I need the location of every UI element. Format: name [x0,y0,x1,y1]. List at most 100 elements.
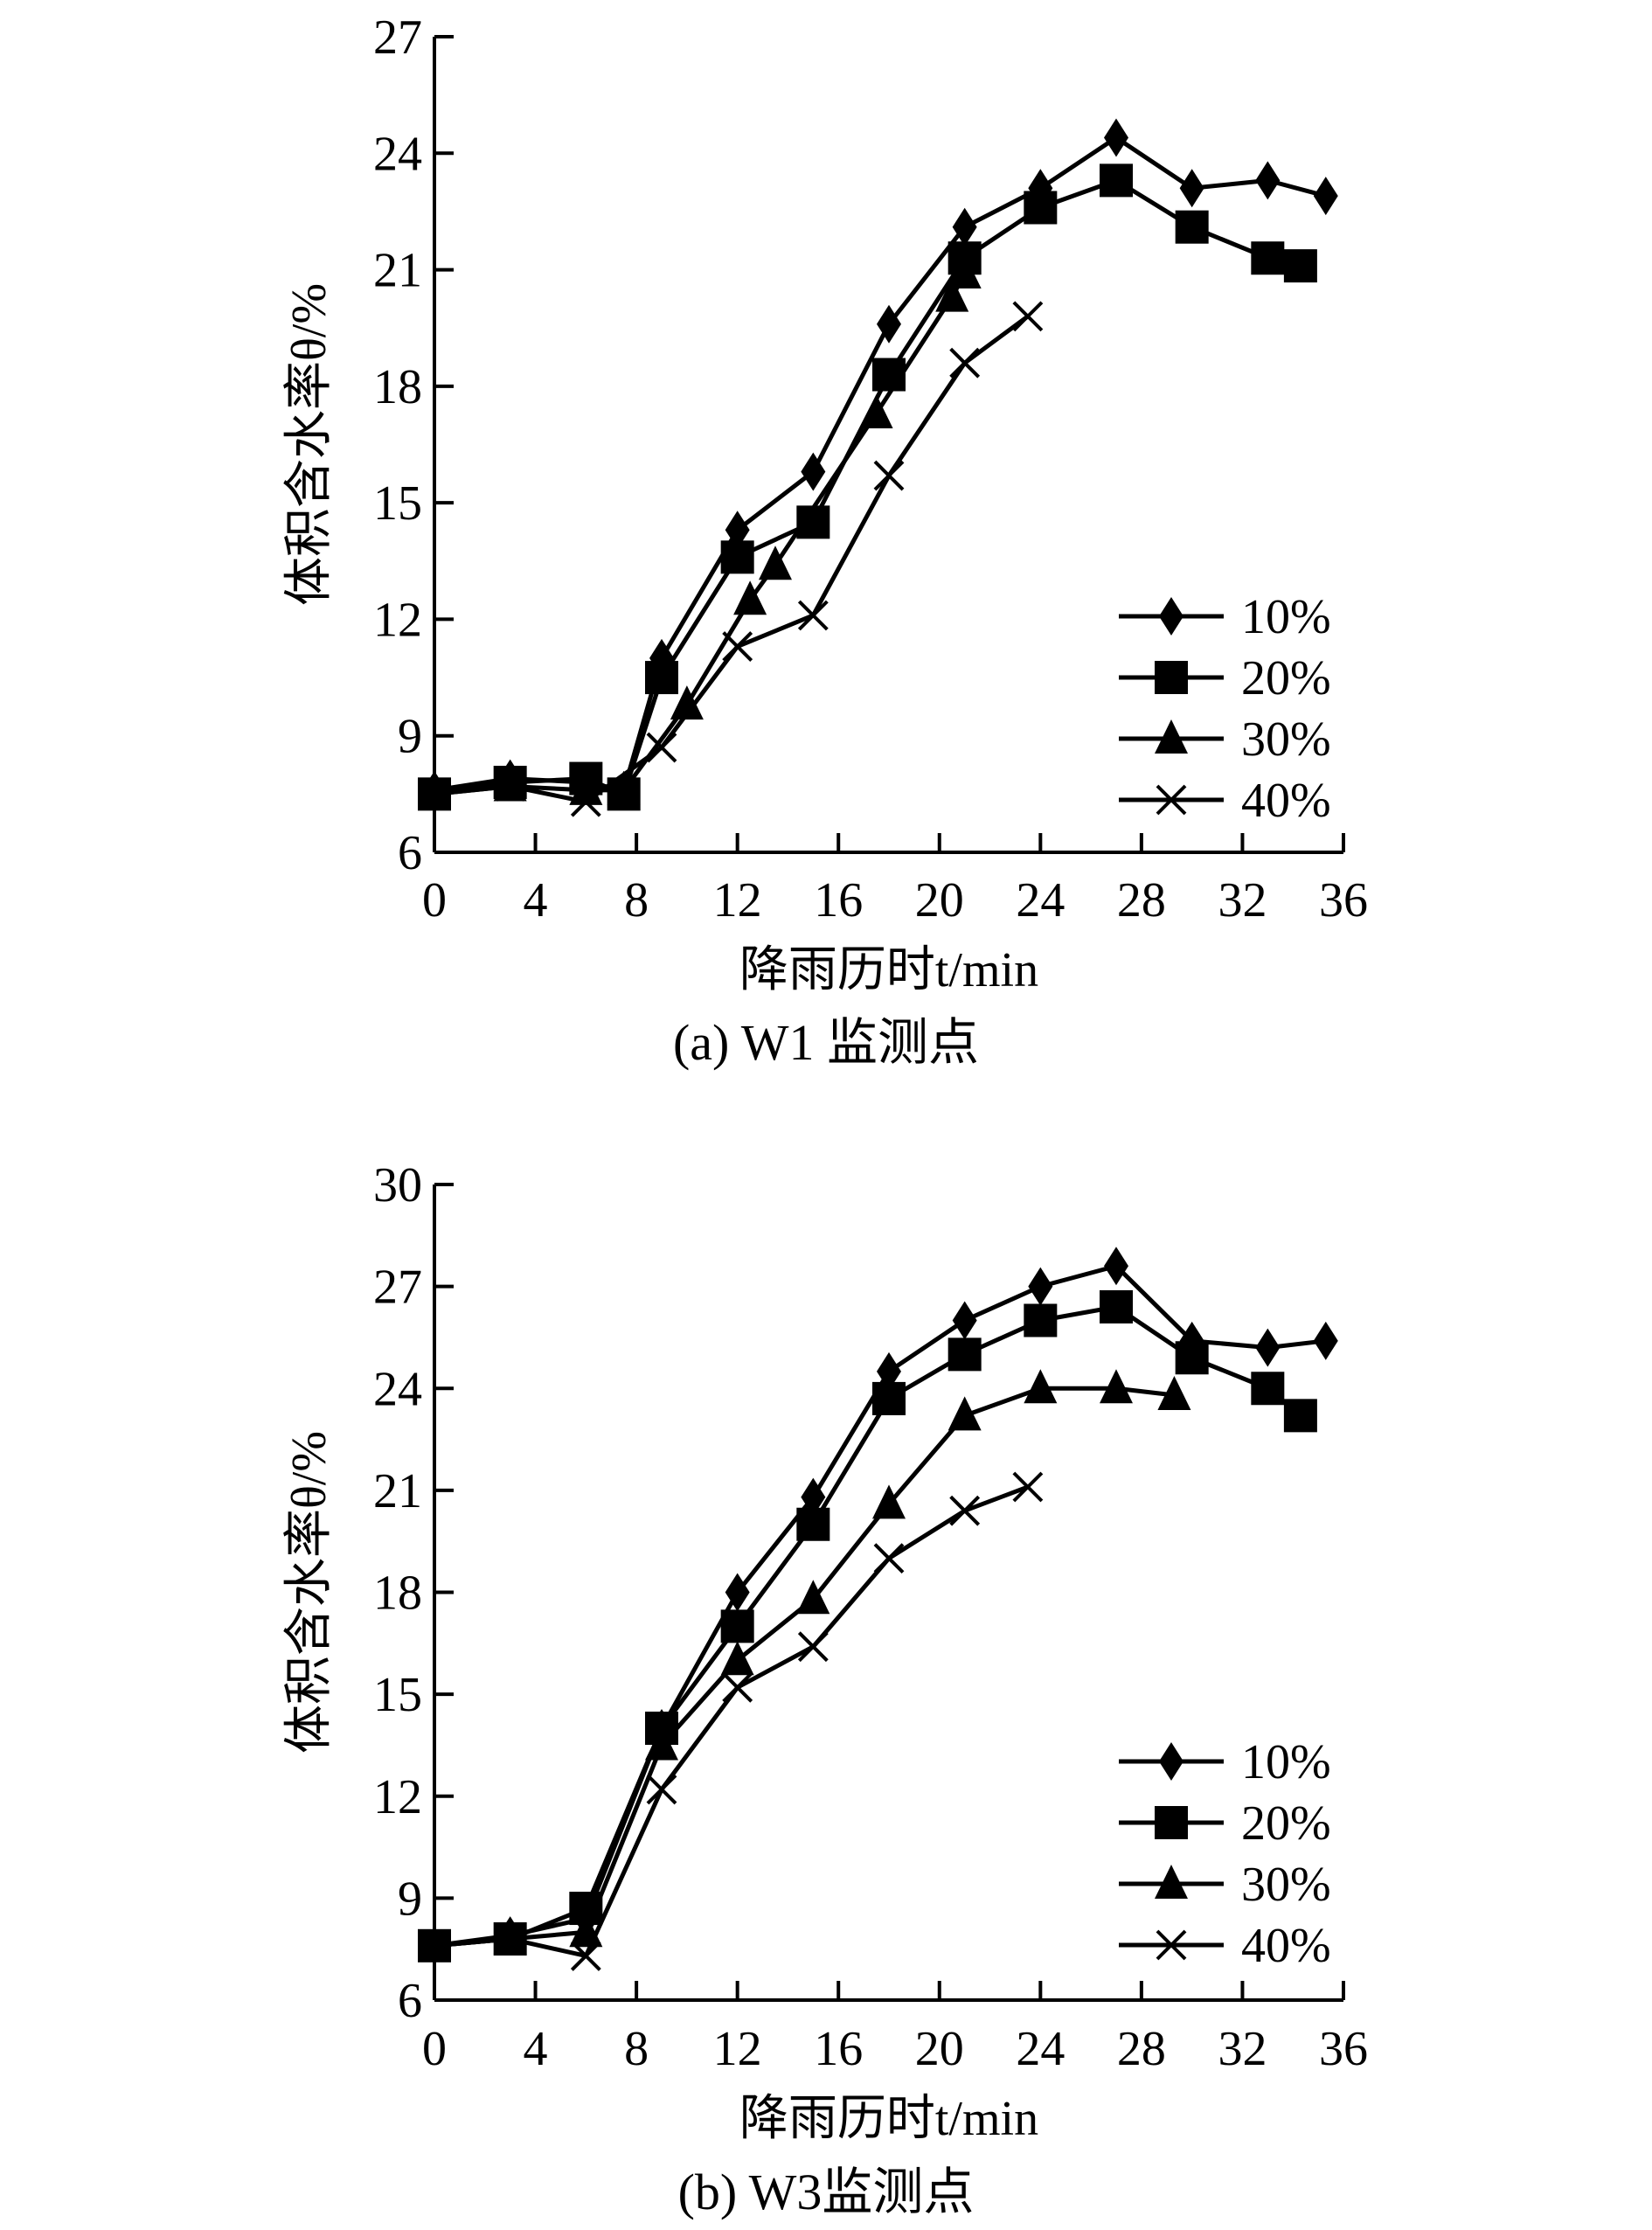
chart-2-data-point [877,1351,901,1391]
chart-1-x-tick-label: 8 [624,873,649,927]
chart-2-data-point [1255,1328,1281,1367]
chart-2-data-point [1283,1399,1317,1433]
chart-1-y-tick-label: 24 [373,127,422,181]
chart-1-data-point [801,452,826,491]
chart-1-data-point [947,254,982,289]
chart-2-data-point [725,1573,750,1612]
chart-1-data-point [1175,210,1209,244]
chart-2-legend-item: 20% [1119,1796,1331,1851]
chart-2-y-tick-label: 15 [373,1668,422,1722]
chart-1-data-point [1024,191,1058,225]
chart-1-data-point [607,770,641,805]
chart-1-data-point [570,786,601,817]
chart-1-data-point [797,600,829,631]
chart-1-data-point [733,580,767,615]
chart-1-legend-item: 20% [1119,651,1331,705]
chart-2-data-point [797,1631,829,1663]
chart-2-data-point [1024,1303,1058,1337]
chart-2-y-tick-label: 18 [373,1567,422,1621]
chart-1-data-point [873,460,905,491]
chart-2-y-tick-label: 6 [398,1974,422,2028]
chart-2-x-tick-label: 36 [1319,2022,1368,2076]
chart-2-data-point [1028,1267,1053,1306]
chart-1-data-point [1012,301,1044,332]
chart-2-x-tick-label: 16 [814,2022,863,2076]
chart-1-x-tick-label: 12 [713,873,762,927]
chart-2-data-point [801,1477,826,1517]
chart-2-x-axis-title: 降雨历时t/min [739,2092,1038,2146]
chart-1-x-tick-label: 4 [524,873,548,927]
chart-2-legend-item: 10% [1119,1735,1331,1789]
chart-2-data-point [722,1671,753,1703]
chart-2-data-point [720,1609,754,1643]
chart-2-series-30pct [418,1369,1191,1961]
chart-2-series-20pct [418,1289,1317,1963]
chart-2-legend-item: 30% [1119,1858,1331,1912]
chart-2-x-tick-label: 4 [524,2022,548,2076]
chart-1-legend-marker [1155,661,1188,694]
chart-2-legend-item: 40% [1119,1919,1331,1973]
chart-2-data-point [570,1941,601,1971]
chart-1-data-point [1283,249,1317,283]
chart-2-legend-label: 40% [1241,1919,1331,1973]
chart-2-legend-marker [1155,1865,1188,1899]
chart-2-caption: (b) W3监测点 [678,2164,975,2220]
chart-1-data-point [1179,169,1204,208]
chart-2-legend-label: 10% [1241,1735,1331,1789]
chart-2-data-point [495,1923,526,1955]
chart-1-data-point [1251,241,1285,275]
chart-1-data-point [1255,161,1281,200]
chart-1-data-point [720,540,754,574]
chart-1-legend-label: 20% [1241,651,1331,705]
chart-1-x-tick-label: 20 [915,873,964,927]
chart-1-legend-marker [1155,719,1188,754]
chart-2-data-point [645,1726,678,1761]
chart-1-data-point [645,661,678,695]
chart-1-caption: (a) W1 监测点 [673,1014,979,1071]
chart-1-y-axis-title: 体积含水率θ/% [282,283,337,606]
chart-2-data-point [872,1381,906,1415]
chart-1-data-point [935,277,969,312]
chart-1-y-tick-label: 9 [398,710,422,764]
chart-1-x-axis-title: 降雨历时t/min [739,943,1038,997]
chart-1-x-tick-label: 0 [422,873,447,927]
chart-1-y-tick-label: 6 [398,826,422,880]
chart-2-legend-marker [1156,1929,1187,1961]
chart-2-data-point [949,1495,981,1526]
chart-1-x-tick-label: 24 [1016,873,1065,927]
chart-2-data-point [1012,1471,1044,1503]
chart-1-y-tick-label: 27 [373,10,422,65]
chart-2-x-tick-label: 20 [915,2022,964,2076]
chart-1-legend-marker [1156,784,1187,816]
chart-2-x-tick-label: 24 [1016,2022,1065,2076]
chart-2-series-line [434,1386,1175,1949]
chart-2-legend-marker [1159,1742,1183,1781]
chart-1-x-tick-label: 32 [1218,873,1267,927]
chart-1-series-line [434,272,967,796]
chart-2-data-point [1157,1376,1191,1411]
chart-2-data-point [1251,1372,1285,1406]
chart-2-y-tick-label: 9 [398,1872,422,1926]
chart-2-x-tick-label: 28 [1117,2022,1166,2076]
chart-2-data-point [947,1396,982,1431]
chart-1: 6 9 12 15 18 21 24 27 0 4 8 12 16 20 24 28 32 36 降雨历时t/min… [282,10,1368,1071]
chart-1-data-point [1313,177,1338,216]
chart-1-series-20pct [418,163,1317,811]
chart-2-y-tick-label: 27 [373,1261,422,1315]
chart-2-legend-label: 30% [1241,1858,1331,1912]
chart-2-data-point [947,1337,982,1372]
chart-2-legend-marker [1155,1806,1188,1839]
chart-2-x-tick-label: 32 [1218,2022,1267,2076]
chart-1-data-point [877,304,901,344]
chart-1-legend-item: 10% [1119,590,1331,644]
chart-1-legend-item: 30% [1119,712,1331,767]
chart-1-data-point [722,631,753,662]
chart-1-data-point [1104,118,1128,157]
chart-2-data-point [646,1774,677,1805]
chart-1-x-tick-label: 28 [1117,873,1166,927]
chart-1-series-line [434,177,1301,796]
chart-1-data-point [646,732,677,763]
chart-2-data-point [419,1930,450,1962]
chart-2-data-point [720,1641,754,1676]
